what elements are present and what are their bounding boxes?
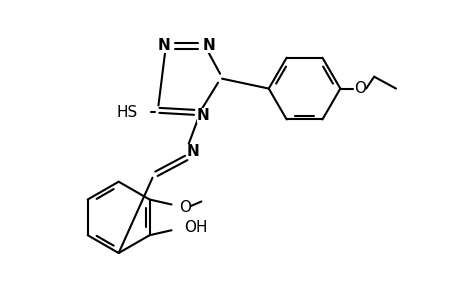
Text: O: O — [179, 200, 191, 215]
Text: N: N — [186, 145, 199, 160]
Text: N: N — [158, 38, 170, 53]
Text: N: N — [196, 108, 209, 123]
Text: HS: HS — [116, 105, 137, 120]
Text: O: O — [353, 81, 365, 96]
Text: OH: OH — [184, 220, 207, 235]
Text: N: N — [202, 38, 215, 53]
